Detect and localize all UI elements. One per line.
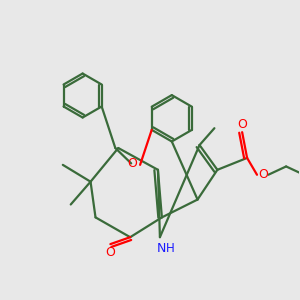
Text: O: O: [105, 246, 115, 259]
Text: O: O: [127, 157, 137, 170]
Text: O: O: [237, 118, 247, 130]
Text: H: H: [166, 242, 175, 255]
Text: O: O: [259, 168, 269, 181]
Text: N: N: [157, 242, 166, 255]
